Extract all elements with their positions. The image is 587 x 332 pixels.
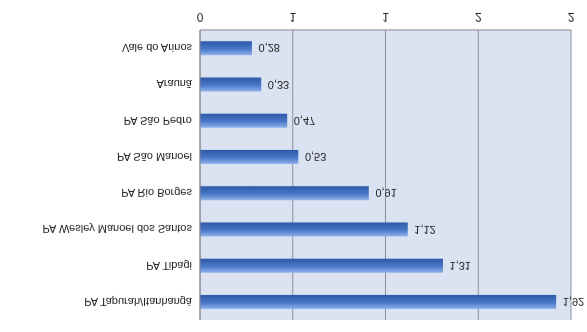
svg-text:0,47: 0,47 <box>294 115 315 127</box>
svg-text:2: 2 <box>475 10 482 24</box>
svg-text:Vale do Arinos: Vale do Arinos <box>122 42 193 54</box>
svg-text:1,31: 1,31 <box>450 260 471 272</box>
svg-text:PA Wesley Manoel dos Santos: PA Wesley Manoel dos Santos <box>43 223 193 235</box>
svg-text:PA Rio Borges: PA Rio Borges <box>121 187 192 199</box>
svg-text:PA Tapurah/Itanhangá: PA Tapurah/Itanhangá <box>84 296 193 308</box>
svg-text:1: 1 <box>289 10 296 24</box>
svg-text:1,92: 1,92 <box>563 296 579 308</box>
svg-text:1,12: 1,12 <box>414 224 435 236</box>
svg-text:PA São Manoel: PA São Manoel <box>117 151 192 163</box>
svg-text:0,33: 0,33 <box>268 79 289 91</box>
svg-text:0,91: 0,91 <box>375 187 396 199</box>
svg-text:1: 1 <box>382 10 389 24</box>
svg-text:2: 2 <box>568 10 575 24</box>
svg-text:0,53: 0,53 <box>305 151 326 163</box>
svg-text:PA Tibagi: PA Tibagi <box>146 260 192 272</box>
svg-text:0,28: 0,28 <box>259 42 280 54</box>
svg-text:PA São Pedro: PA São Pedro <box>124 115 192 127</box>
svg-text:Araunã: Araunã <box>157 78 193 90</box>
svg-text:0: 0 <box>197 10 204 24</box>
